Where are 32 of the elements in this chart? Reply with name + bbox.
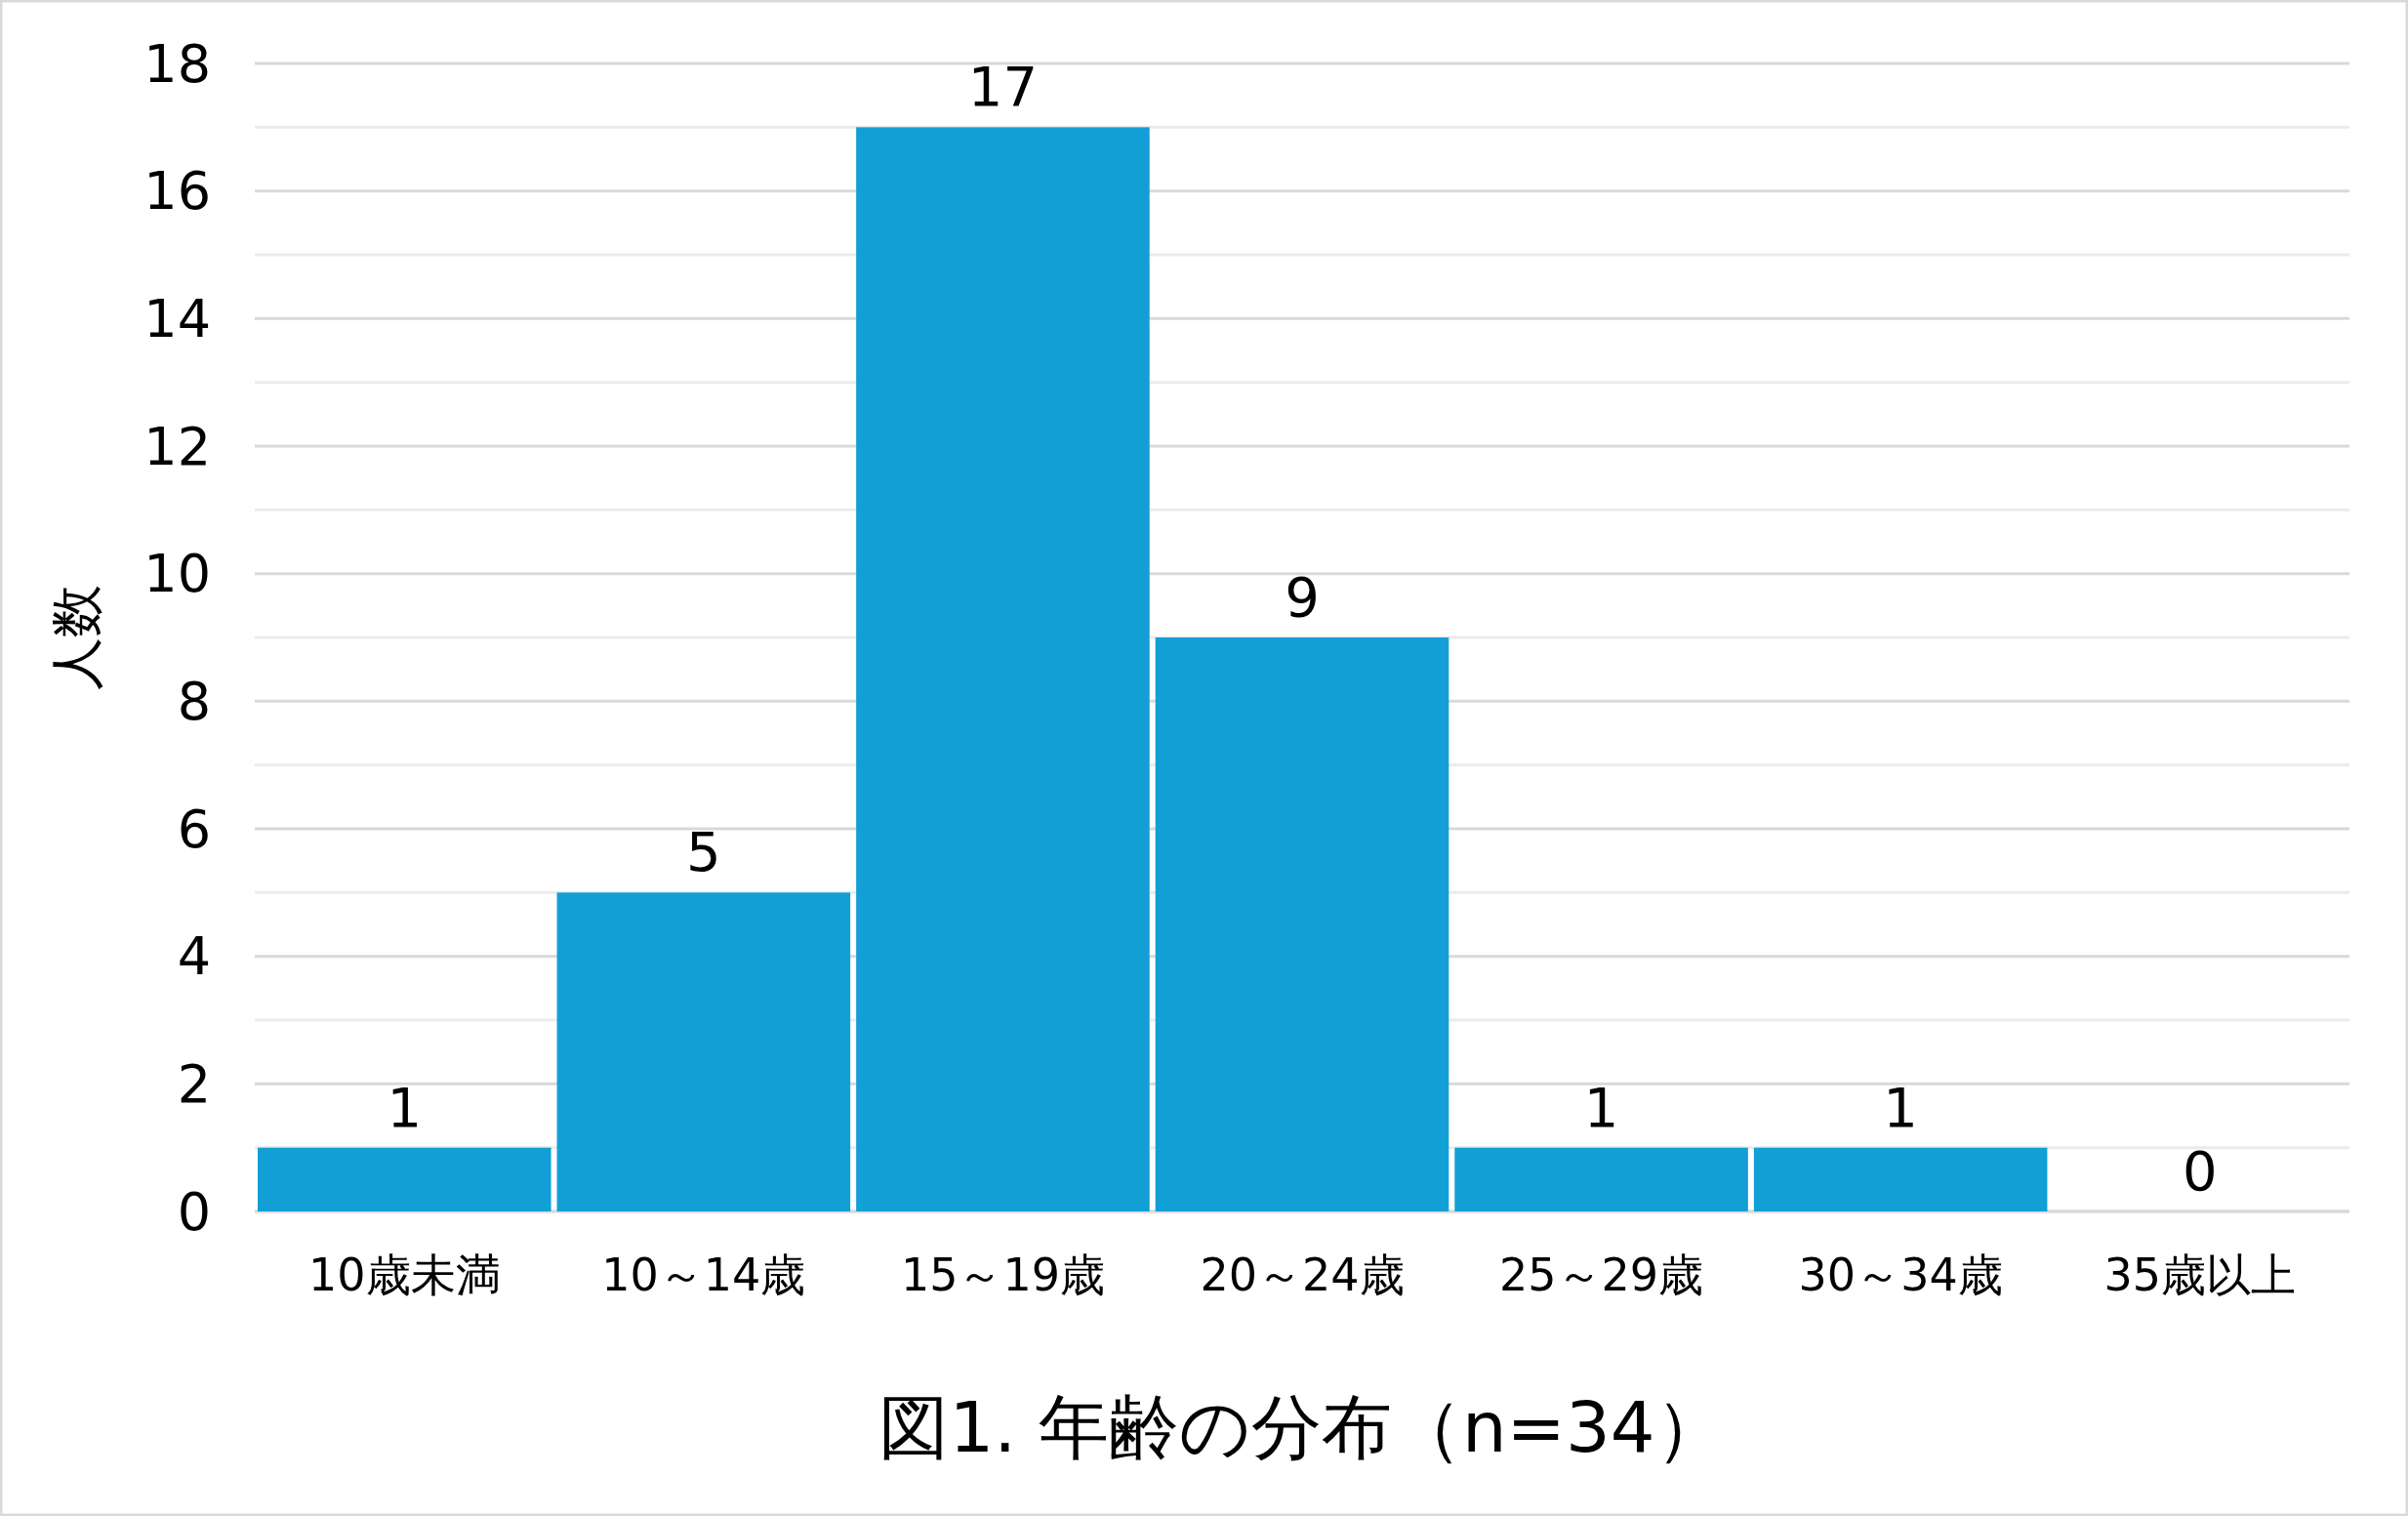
y-tick-label: 0 (177, 1180, 211, 1243)
bar (1753, 1147, 2048, 1211)
y-tick-label: 4 (177, 925, 211, 988)
y-tick-label: 18 (143, 32, 211, 95)
bar (258, 1147, 551, 1211)
bar (1454, 1147, 1748, 1211)
x-tick-label: 35歳以上 (2103, 1249, 2296, 1301)
data-label: 1 (1883, 1075, 1918, 1139)
y-tick-label: 6 (177, 798, 211, 860)
y-tick-label: 16 (143, 160, 211, 223)
x-tick-label: 10歳未満 (308, 1249, 501, 1301)
x-tick-label: 20～24歳 (1200, 1249, 1405, 1301)
y-tick-label: 10 (143, 543, 211, 605)
data-label: 1 (387, 1075, 423, 1139)
data-label: 5 (686, 820, 721, 884)
bar (1155, 637, 1449, 1211)
data-label: 0 (2182, 1139, 2218, 1203)
data-label: 1 (1583, 1075, 1619, 1139)
y-tick-label: 8 (177, 670, 211, 732)
bar (556, 892, 851, 1211)
x-tick-label: 10～14歳 (601, 1249, 806, 1301)
text: 図1. 年齢の分布（n=34） (878, 1386, 1726, 1468)
y-tick-label: 2 (177, 1052, 211, 1115)
x-tick-label: 25～29歳 (1499, 1249, 1704, 1301)
x-tick-label: 15～19歳 (900, 1249, 1105, 1301)
bar (856, 127, 1150, 1211)
y-tick-label: 12 (143, 415, 211, 477)
y-tick-label: 14 (143, 287, 211, 349)
data-label: 17 (967, 55, 1039, 119)
y-axis-title: 人数 (45, 585, 107, 690)
x-tick-label: 30～34歳 (1798, 1249, 2003, 1301)
data-label: 9 (1285, 565, 1320, 629)
